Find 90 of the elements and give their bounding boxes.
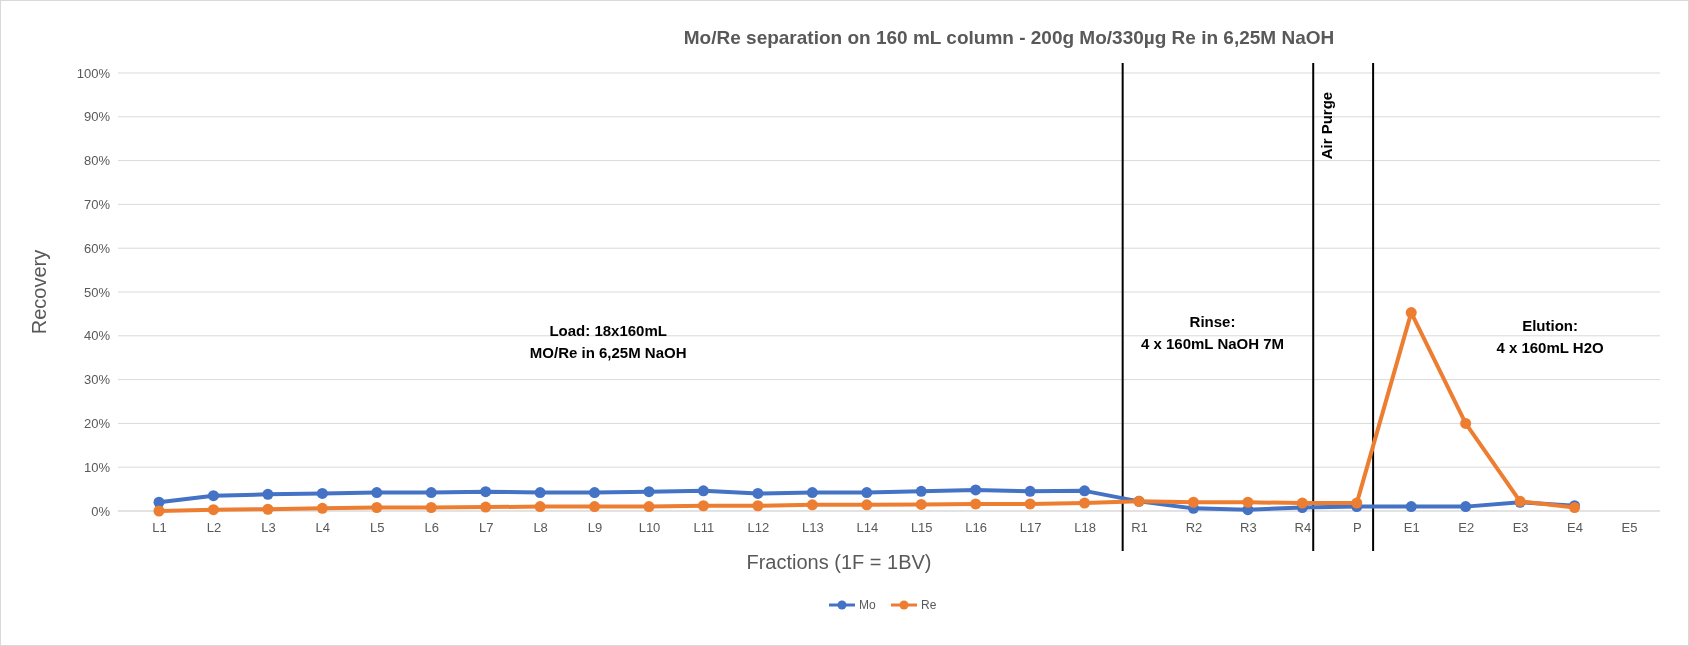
x-tick-label: L8 xyxy=(533,520,548,536)
y-tick-label: 20% xyxy=(83,416,111,432)
point xyxy=(970,484,982,496)
point xyxy=(589,487,601,499)
x-tick-label: P xyxy=(1352,520,1362,536)
point xyxy=(806,487,818,499)
x-tick-label: L2 xyxy=(206,520,222,536)
point xyxy=(425,487,437,499)
point xyxy=(643,486,655,498)
x-tick-label: L17 xyxy=(1019,520,1042,536)
point xyxy=(316,487,328,499)
point xyxy=(697,485,709,497)
point xyxy=(153,505,165,517)
point xyxy=(425,502,437,513)
point xyxy=(1296,497,1308,509)
legend-label: Mo xyxy=(859,598,876,612)
point xyxy=(262,503,274,515)
x-tick-label: L14 xyxy=(856,520,879,536)
x-tick-label: L10 xyxy=(638,520,661,536)
point xyxy=(534,501,546,513)
x-axis-title: Fractions (1F = 1BV) xyxy=(746,551,932,573)
y-tick-label: 10% xyxy=(83,459,111,475)
x-tick-label: R3 xyxy=(1240,520,1257,536)
annotation: Rinse: 4 x 160mL NaOH 7M xyxy=(1140,313,1285,353)
point xyxy=(480,501,492,513)
x-tick-label: L12 xyxy=(747,520,770,536)
legend-label: Re xyxy=(921,598,937,612)
x-tick-label: L5 xyxy=(370,520,385,536)
x-tick-label: L15 xyxy=(910,520,933,536)
y-tick-label: 70% xyxy=(83,197,111,213)
point xyxy=(970,498,982,510)
x-tick-label: L1 xyxy=(152,520,167,536)
annotation: Air Purge xyxy=(1318,91,1336,160)
x-tick-label: L11 xyxy=(693,520,715,536)
annotation: Load: 18x160mL MO/Re in 6,25M NaOH xyxy=(529,321,687,361)
point xyxy=(1460,501,1472,513)
point xyxy=(643,501,655,513)
point xyxy=(371,502,383,513)
x-tick-label: E1 xyxy=(1403,520,1420,536)
y-axis-title: Recovery xyxy=(28,249,50,335)
point xyxy=(861,499,873,511)
annotation: Elution: 4 x 160mL H2O xyxy=(1496,317,1605,357)
point xyxy=(1242,496,1254,508)
point xyxy=(752,500,764,512)
x-tick-label: R4 xyxy=(1294,520,1312,536)
point xyxy=(480,486,492,498)
point xyxy=(1079,485,1091,497)
x-tick-label: L6 xyxy=(424,520,439,536)
x-tick-label: L13 xyxy=(801,520,824,536)
x-tick-label: L16 xyxy=(965,520,988,536)
x-tick-label: L18 xyxy=(1074,520,1096,536)
point xyxy=(1187,496,1199,508)
point xyxy=(316,502,328,514)
x-tick-label: L9 xyxy=(587,520,603,536)
point xyxy=(534,487,546,499)
point xyxy=(1460,417,1472,429)
x-tick-label: L4 xyxy=(315,520,331,536)
y-tick-label: 30% xyxy=(83,372,111,388)
y-tick-label: 50% xyxy=(83,284,111,300)
point xyxy=(861,487,873,499)
x-tick-label: R2 xyxy=(1185,520,1203,536)
y-tick-label: 0% xyxy=(91,503,111,519)
chart-title: Mo/Re separation on 160 mL column - 200g Mo/330µg Re in 6,25M NaOH xyxy=(683,27,1335,48)
x-tick-label: R1 xyxy=(1131,520,1148,536)
x-tick-label: L7 xyxy=(478,520,494,536)
x-tick-label: L3 xyxy=(261,520,276,536)
y-tick-label: 40% xyxy=(83,328,111,344)
x-tick-label: E2 xyxy=(1458,520,1475,536)
point xyxy=(697,500,709,512)
x-tick-label: E4 xyxy=(1567,520,1584,536)
point xyxy=(915,498,927,510)
y-tick-label: 80% xyxy=(83,153,111,169)
y-tick-label: 90% xyxy=(83,109,111,125)
point xyxy=(1079,497,1091,509)
point xyxy=(1405,501,1417,513)
x-tick-label: E5 xyxy=(1621,520,1638,536)
point xyxy=(1024,485,1036,497)
point xyxy=(752,487,764,499)
point xyxy=(262,488,274,500)
point xyxy=(207,504,219,516)
x-tick-label: E3 xyxy=(1512,520,1529,536)
point xyxy=(806,499,818,511)
point xyxy=(589,501,601,513)
point xyxy=(207,490,219,502)
point xyxy=(1024,498,1036,510)
point xyxy=(371,487,383,499)
y-tick-label: 100% xyxy=(76,65,111,81)
point xyxy=(915,485,927,497)
point xyxy=(1351,497,1363,509)
y-tick-label: 60% xyxy=(83,240,111,256)
